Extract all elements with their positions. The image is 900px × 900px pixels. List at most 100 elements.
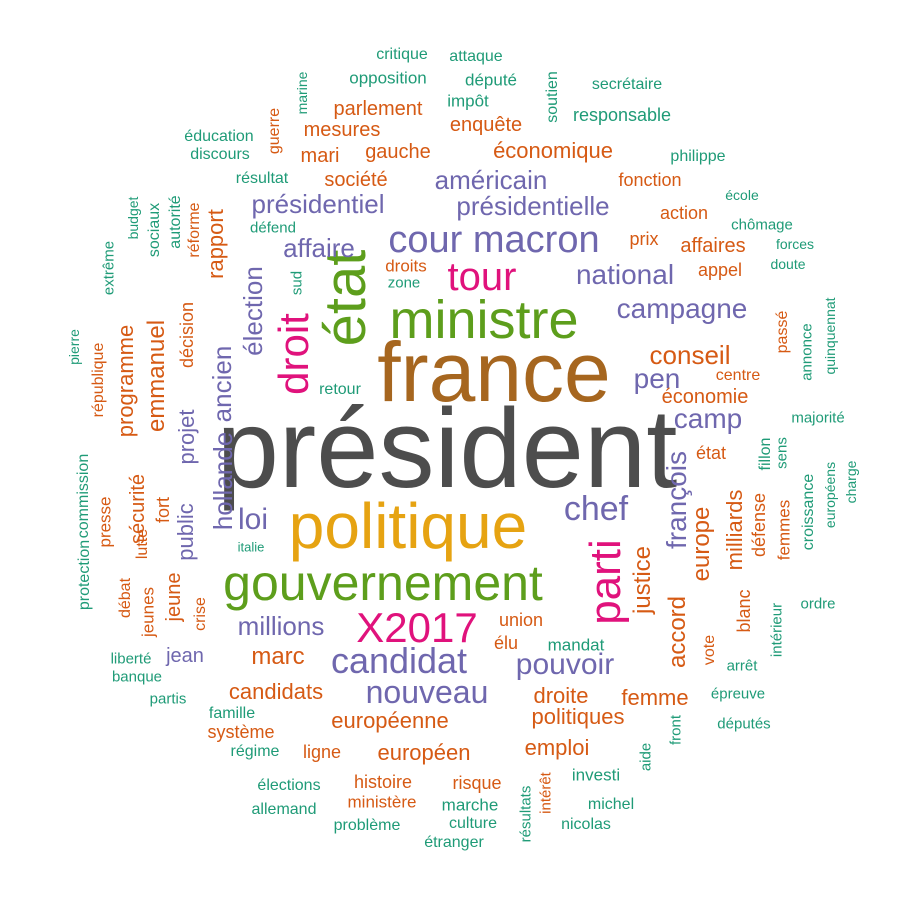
- word: secrétaire: [591, 76, 663, 93]
- word: économique: [493, 138, 613, 163]
- word: nicolas: [561, 816, 611, 833]
- word: commission: [75, 453, 92, 539]
- word: jean: [166, 645, 204, 667]
- word: croissance: [800, 473, 817, 551]
- word: risque: [452, 773, 502, 793]
- word: débat: [117, 577, 134, 619]
- word: chômage: [731, 216, 793, 234]
- word: emploi: [524, 735, 590, 760]
- word: affaires: [680, 235, 746, 257]
- word: ministère: [347, 792, 417, 812]
- word: protection: [76, 539, 93, 611]
- word: projet: [174, 409, 199, 465]
- word: soutien: [544, 71, 561, 123]
- word: marc: [251, 643, 305, 670]
- word: enquête: [449, 114, 523, 136]
- word: politique: [288, 490, 528, 562]
- word: philippe: [670, 148, 726, 165]
- word: fillon: [757, 437, 774, 471]
- word: critique: [376, 46, 428, 63]
- word: michel: [587, 796, 635, 813]
- word: budget: [125, 196, 141, 240]
- word: régime: [230, 743, 280, 760]
- word: national: [575, 259, 675, 290]
- word: députés: [717, 715, 771, 733]
- word: prix: [629, 229, 659, 249]
- word: crise: [192, 597, 209, 631]
- word: nouveau: [365, 674, 489, 710]
- word: européens: [822, 461, 838, 529]
- word: ligne: [302, 742, 342, 762]
- word: responsable: [572, 105, 672, 125]
- word: conseil: [649, 340, 731, 370]
- word: campagne: [616, 293, 748, 324]
- word: opposition: [349, 68, 427, 88]
- word: liberté: [110, 650, 152, 668]
- word: décision: [177, 301, 197, 369]
- word: femmes: [774, 499, 794, 561]
- word: sens: [773, 437, 791, 469]
- word: élections: [257, 777, 321, 794]
- word: mandat: [547, 635, 605, 655]
- word: marche: [441, 795, 499, 815]
- word: mesures: [303, 119, 381, 141]
- word: ministre: [389, 290, 579, 350]
- word: parti: [581, 539, 630, 625]
- word: hollande: [208, 431, 238, 531]
- word: vote: [701, 634, 718, 666]
- word: problème: [333, 817, 401, 834]
- word: défense: [749, 492, 769, 558]
- word: pouvoir: [515, 648, 615, 681]
- word: américain: [434, 165, 548, 195]
- word: ordre: [800, 595, 836, 613]
- word: milliards: [722, 489, 747, 571]
- word: accord: [664, 595, 691, 669]
- word: président: [216, 386, 678, 511]
- word: sociaux: [146, 202, 163, 258]
- word: cour macron: [388, 219, 600, 261]
- word: éducation: [184, 128, 254, 145]
- word: réforme: [186, 202, 203, 258]
- word: élu: [493, 633, 519, 653]
- word: mari: [300, 145, 340, 167]
- word: zone: [387, 274, 421, 292]
- word: public: [173, 503, 198, 561]
- word: passé: [774, 310, 791, 354]
- word: candidat: [330, 640, 468, 681]
- word: candidats: [228, 679, 324, 704]
- word: histoire: [353, 772, 413, 792]
- word: arrêt: [726, 657, 758, 675]
- word: banque: [111, 668, 163, 686]
- word: jeunes: [138, 586, 158, 638]
- word: affaire: [283, 233, 355, 263]
- word: majorité: [791, 409, 845, 427]
- word: tour: [447, 255, 517, 299]
- word: européen: [377, 740, 471, 765]
- word: député: [465, 70, 517, 90]
- word: europe: [688, 506, 715, 582]
- word: pierre: [66, 329, 82, 365]
- word: parlement: [333, 98, 423, 120]
- word: femme: [621, 685, 689, 710]
- word: présidentiel: [251, 189, 385, 219]
- word: loi: [237, 503, 269, 536]
- word: épreuve: [710, 685, 766, 703]
- word: marine: [294, 71, 310, 115]
- word: discours: [190, 146, 250, 163]
- word: action: [659, 203, 709, 223]
- word: système: [207, 722, 275, 742]
- word: droits: [385, 256, 427, 276]
- word: italie: [237, 539, 265, 555]
- word: forces: [775, 236, 815, 252]
- word: présidentielle: [456, 191, 610, 221]
- word: guerre: [266, 107, 283, 155]
- word: élection: [238, 266, 268, 356]
- word: économie: [661, 386, 749, 408]
- word: intérêt: [537, 772, 555, 814]
- word: sud: [288, 270, 306, 296]
- word: résultat: [235, 170, 289, 187]
- word: défend: [250, 219, 296, 237]
- word: millions: [237, 611, 325, 641]
- word: intérieur: [768, 602, 786, 658]
